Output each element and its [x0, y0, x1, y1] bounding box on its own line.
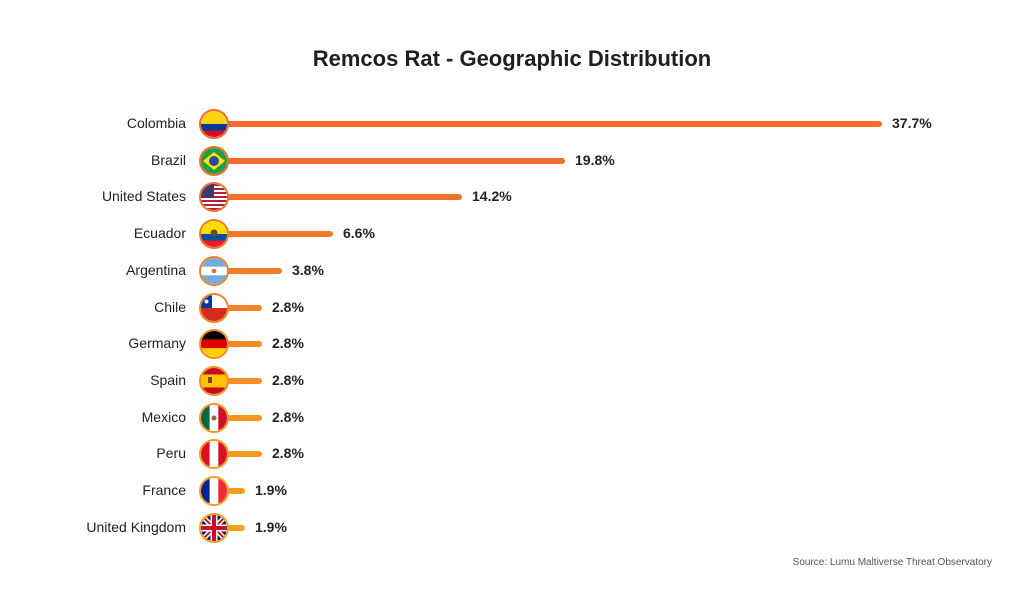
country-label: Brazil [150, 151, 186, 168]
us-flag-icon [199, 182, 229, 213]
country-label: Argentina [126, 261, 186, 278]
country-label: Spain [150, 371, 186, 388]
bar-row: Brazil 19.8% [0, 145, 1024, 176]
bar [214, 194, 462, 201]
argentina-flag-icon [199, 255, 229, 286]
chile-flag-icon [199, 292, 229, 323]
bar-row: Argentina 3.8% [0, 255, 1024, 286]
country-label: France [142, 482, 186, 498]
bar [214, 488, 245, 494]
value-label: 2.8% [272, 335, 304, 352]
bar-row: Colombia 37.7% [0, 109, 1024, 139]
bar-row: Peru 2.8% [0, 439, 1024, 470]
bar [214, 121, 882, 127]
country-label: Chile [154, 298, 186, 315]
bar-row: United Kingdom 1.9% [0, 512, 1024, 543]
peru-flag-icon [199, 439, 229, 470]
bar-row: Spain 2.8% [0, 365, 1024, 396]
bar-row: Mexico 2.8% [0, 402, 1024, 433]
bar-row: United States 14.2% [0, 182, 1024, 213]
ecuador-flag-icon [199, 219, 229, 250]
brazil-flag-icon [199, 145, 229, 176]
bar-row: Germany 2.8% [0, 329, 1024, 360]
bar-row: Chile 2.8% [0, 292, 1024, 323]
country-label: Germany [128, 335, 186, 352]
source-note: Source: Lumu Maltiverse Threat Observato… [792, 557, 992, 568]
value-label: 14.2% [472, 188, 512, 205]
value-label: 6.6% [343, 225, 375, 242]
country-label: Colombia [126, 115, 186, 131]
bar [214, 231, 333, 238]
bar [214, 451, 262, 458]
value-label: 2.8% [272, 298, 304, 315]
spain-flag-icon [199, 365, 229, 396]
value-label: 19.8% [575, 151, 615, 168]
colombia-flag-icon [199, 109, 229, 139]
value-label: 1.9% [255, 518, 287, 535]
bar-row: France 1.9% [0, 476, 1024, 506]
value-label: 37.7% [892, 115, 932, 131]
bar [214, 414, 262, 421]
value-label: 2.8% [272, 408, 304, 425]
bar [214, 267, 282, 274]
chart-title: Remcos Rat - Geographic Distribution [312, 46, 712, 71]
bar [214, 341, 262, 348]
country-label: United States [101, 188, 186, 205]
bar [214, 304, 262, 311]
bar [214, 157, 565, 164]
country-label: United Kingdom [86, 518, 186, 535]
value-label: 3.8% [292, 261, 324, 278]
country-label: Mexico [141, 408, 186, 425]
value-label: 1.9% [255, 482, 287, 498]
uk-flag-icon [199, 512, 229, 543]
mexico-flag-icon [199, 402, 229, 433]
country-label: Ecuador [133, 225, 186, 242]
france-flag-icon [199, 476, 229, 506]
bar [214, 524, 245, 531]
value-label: 2.8% [272, 445, 304, 462]
country-label: Peru [156, 445, 186, 462]
bar-row: Ecuador 6.6% [0, 219, 1024, 250]
bar [214, 377, 262, 384]
germany-flag-icon [199, 329, 229, 360]
value-label: 2.8% [272, 371, 304, 388]
